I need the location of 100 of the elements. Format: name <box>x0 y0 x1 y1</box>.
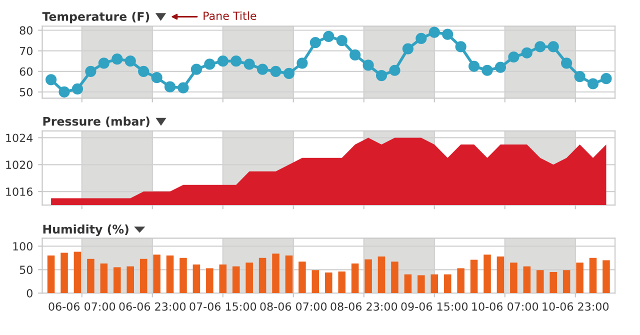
bar <box>312 270 320 294</box>
bar <box>192 264 200 294</box>
point <box>296 58 308 69</box>
chart-title: Temperature (F) <box>42 12 150 24</box>
bar <box>60 252 68 294</box>
point <box>336 34 348 46</box>
point <box>402 43 414 54</box>
y-tick-label: 100 <box>13 242 32 251</box>
point <box>164 81 176 92</box>
bar <box>351 264 359 294</box>
bar <box>100 264 108 294</box>
text: Pane Title <box>204 11 256 20</box>
point <box>98 58 110 69</box>
point <box>587 78 599 90</box>
bar <box>523 266 531 294</box>
y-tick-label: 50 <box>20 88 32 96</box>
bar <box>246 262 253 294</box>
bar <box>444 274 452 294</box>
bar <box>219 264 227 294</box>
point <box>72 83 84 94</box>
x-tick-label: 07-06 15:00 <box>190 302 256 311</box>
point <box>45 74 57 86</box>
bar <box>272 254 280 294</box>
point <box>389 64 400 76</box>
x-tick-label: 10-06 23:00 <box>542 302 609 311</box>
point <box>112 54 123 65</box>
point <box>468 60 480 72</box>
bar <box>378 256 386 294</box>
bar <box>418 275 425 294</box>
point <box>416 32 427 44</box>
chart-title: Pressure (mbar) <box>43 116 150 128</box>
point <box>508 51 520 63</box>
bar <box>589 258 597 294</box>
bar <box>364 259 372 294</box>
point <box>204 58 216 70</box>
point <box>494 62 506 73</box>
point <box>574 70 586 82</box>
point <box>58 86 70 98</box>
bar <box>602 260 610 294</box>
point <box>428 26 440 38</box>
point <box>178 82 189 94</box>
point <box>561 58 572 69</box>
y-tick-label: 50 <box>20 266 32 274</box>
x-tick-label: 06-06 07:00 <box>48 302 116 311</box>
point <box>350 49 361 60</box>
y-tick-label: 80 <box>20 26 32 35</box>
bar <box>140 258 148 294</box>
point <box>138 66 150 77</box>
bar <box>550 272 557 294</box>
bar <box>430 274 438 294</box>
x-tick-label: 08-06 07:00 <box>260 302 327 311</box>
bar <box>206 268 214 294</box>
bar <box>87 258 94 294</box>
bar <box>338 272 346 294</box>
x-tick-label: 06-06 23:00 <box>119 302 186 311</box>
bar <box>126 266 134 294</box>
bar <box>484 254 491 294</box>
point <box>521 47 532 58</box>
bar <box>576 262 584 294</box>
chart-title: Humidity (%) <box>43 224 128 236</box>
y-tick-label: 1020 <box>6 160 32 170</box>
bar <box>325 272 332 294</box>
bar <box>391 262 398 294</box>
bar <box>404 274 412 294</box>
point <box>270 66 282 77</box>
point <box>256 64 268 75</box>
bar <box>285 256 293 294</box>
bar <box>74 252 82 294</box>
point <box>217 56 228 67</box>
bar <box>562 270 570 294</box>
bar <box>457 268 464 294</box>
point <box>124 56 136 67</box>
y-tick-label: 60 <box>20 67 32 76</box>
point <box>230 56 242 67</box>
y-tick-label: 70 <box>20 46 32 56</box>
bar <box>180 258 187 294</box>
point <box>244 58 255 70</box>
point <box>151 72 162 84</box>
bar <box>470 260 478 294</box>
x-tick-label: 08-06 23:00 <box>330 302 398 311</box>
point <box>376 70 388 82</box>
bar <box>496 256 504 294</box>
y-tick-label: 0 <box>26 289 32 298</box>
bar <box>298 262 306 294</box>
point <box>283 68 295 80</box>
point <box>310 37 321 48</box>
bar <box>153 254 160 294</box>
point <box>482 64 493 76</box>
bar <box>536 270 544 294</box>
bar <box>232 266 240 294</box>
point <box>455 41 466 52</box>
point <box>190 64 202 75</box>
point <box>548 41 559 52</box>
point <box>600 73 612 84</box>
bar <box>47 256 55 294</box>
point <box>362 60 374 71</box>
bar <box>166 256 174 294</box>
y-tick-label: 1016 <box>6 188 33 196</box>
bar <box>114 267 121 294</box>
x-tick-label: 10-06 07:00 <box>472 302 538 311</box>
